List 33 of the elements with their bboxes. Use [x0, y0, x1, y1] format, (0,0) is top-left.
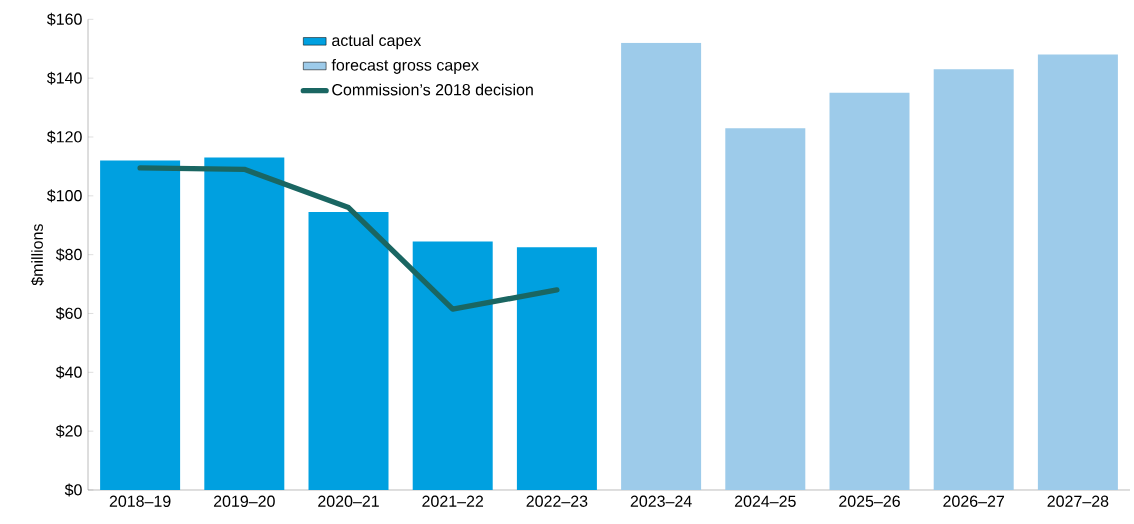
y-tick-label: $40 — [55, 365, 82, 379]
bar — [933, 69, 1014, 490]
x-tick-label: 2018–19 — [109, 495, 171, 507]
x-tick-label: 2020–21 — [318, 495, 379, 507]
legend-label: actual capex — [332, 34, 422, 50]
legend-label: Commission’s 2018 decision — [332, 83, 533, 96]
bar — [621, 42, 702, 490]
y-tick-label: $0 — [64, 483, 82, 497]
bar — [308, 212, 389, 490]
bar — [100, 160, 181, 490]
x-tick-label: 2024–25 — [734, 495, 796, 507]
bar — [204, 157, 285, 490]
y-axis-title: $millions — [30, 224, 44, 286]
bar — [1037, 54, 1118, 490]
y-tick-label: $80 — [55, 248, 82, 262]
y-tick-label: $120 — [46, 130, 82, 144]
bar — [725, 128, 806, 490]
y-tick-label: $100 — [46, 189, 82, 203]
bar — [412, 241, 493, 490]
x-tick-label: 2025–26 — [839, 495, 900, 507]
y-tick-label: $140 — [46, 71, 82, 85]
bar — [516, 247, 597, 490]
x-tick-label: 2022–23 — [526, 495, 588, 507]
legend-label: forecast gross capex — [331, 59, 479, 74]
y-tick-label: $160 — [46, 12, 82, 26]
x-tick-label: 2026–27 — [943, 495, 1005, 507]
x-tick-label: 2019–20 — [213, 495, 275, 507]
y-tick-label: $60 — [55, 307, 82, 320]
x-tick-label: 2021–22 — [422, 495, 484, 507]
y-tick-label: $20 — [55, 424, 82, 438]
x-tick-label: 2023–24 — [630, 495, 692, 507]
x-tick-label: 2027–28 — [1047, 495, 1109, 507]
bar — [829, 92, 910, 490]
